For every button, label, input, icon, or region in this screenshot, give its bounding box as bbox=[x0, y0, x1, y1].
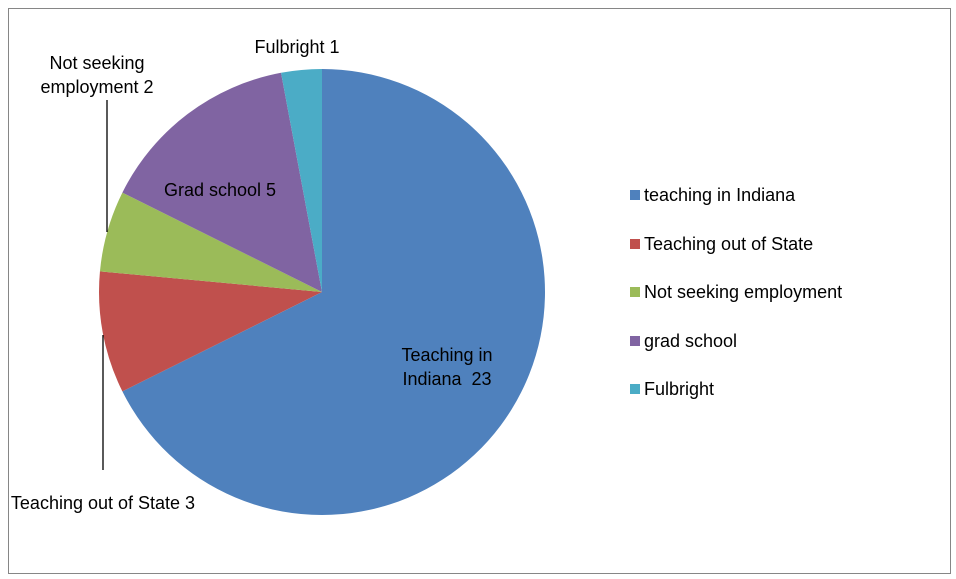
pie-slice bbox=[99, 192, 322, 292]
legend-label: Teaching out of State bbox=[644, 233, 814, 254]
legend-swatch bbox=[630, 238, 640, 249]
legend-label: Fulbright bbox=[644, 379, 715, 399]
pie bbox=[98, 69, 545, 516]
pie-slice bbox=[98, 271, 322, 392]
legend-swatch bbox=[630, 335, 640, 346]
legend-swatch bbox=[630, 287, 640, 297]
data-label: Teaching in Indiana 23 bbox=[401, 345, 498, 389]
data-label: Not seeking employment 2 bbox=[40, 53, 154, 97]
legend-label: Not seeking employment bbox=[644, 282, 843, 302]
legend-swatch bbox=[630, 384, 640, 394]
legend-label: grad school bbox=[644, 330, 738, 351]
pie-slice bbox=[281, 69, 322, 292]
data-label: Fulbright 1 bbox=[254, 37, 340, 57]
data-label: Teaching out of State 3 bbox=[10, 493, 196, 513]
data-label: Grad school 5 bbox=[163, 180, 277, 200]
legend-label: teaching in Indiana bbox=[644, 185, 796, 205]
pie-slice bbox=[122, 69, 545, 516]
legend-swatch bbox=[630, 190, 640, 200]
pie-slice bbox=[122, 72, 322, 292]
